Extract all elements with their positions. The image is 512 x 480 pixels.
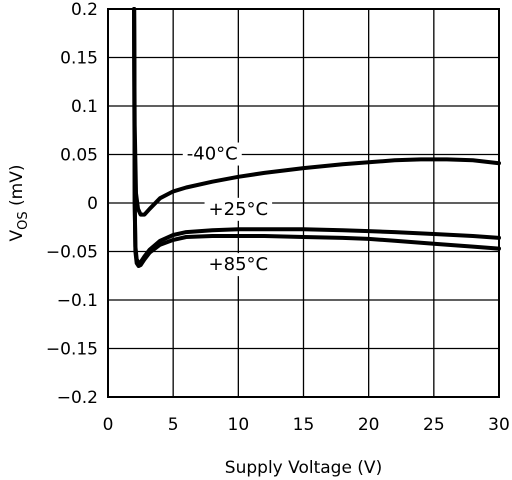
series-annotation: +25°C — [209, 199, 269, 220]
x-tick-label: 10 — [228, 415, 250, 435]
series-line — [132, 7, 501, 266]
tick-labels: 0 5 10 15 20 25 30 0.2 0.15 0.1 0.05 0 −0.05 −0.1 −0.1… — [46, 0, 510, 435]
annotation-background — [204, 253, 273, 277]
y-tick-label: 0.1 — [71, 97, 98, 117]
annotation-background — [204, 197, 273, 221]
y-tick-label: 0.2 — [71, 0, 98, 20]
y-tick-label: −0.15 — [46, 340, 98, 360]
y-tick-label: −0.1 — [57, 291, 98, 311]
x-tick-label: 15 — [293, 415, 315, 435]
x-tick-label: 20 — [358, 415, 380, 435]
series-annotation: +85°C — [209, 254, 269, 275]
grid-lines — [108, 9, 499, 397]
y-tick-label: 0.15 — [60, 49, 98, 69]
x-tick-label: 5 — [168, 415, 179, 435]
plot-frame — [107, 8, 500, 398]
series-annotations: -40°C +25°C +85°C — [182, 142, 273, 277]
x-tick-label: 0 — [103, 415, 114, 435]
x-tick-label: 25 — [423, 415, 445, 435]
y-tick-label: 0 — [87, 194, 98, 214]
annotation-background — [182, 142, 242, 166]
y-axis-title-main: V — [7, 229, 27, 241]
x-tick-label: 30 — [488, 415, 510, 435]
x-axis-title: Supply Voltage (V) — [225, 458, 382, 478]
series-annotation: -40°C — [187, 144, 238, 165]
y-axis-title: VOS (mV) — [7, 165, 31, 242]
series-line — [132, 7, 501, 268]
y-axis-title-unit: (mV) — [7, 165, 27, 212]
y-tick-label: −0.05 — [46, 243, 98, 263]
data-series — [132, 7, 501, 268]
series-line — [132, 7, 501, 217]
y-axis-title-subscript: OS — [16, 211, 31, 229]
y-tick-label: −0.2 — [57, 388, 98, 408]
y-tick-label: 0.05 — [60, 146, 98, 166]
